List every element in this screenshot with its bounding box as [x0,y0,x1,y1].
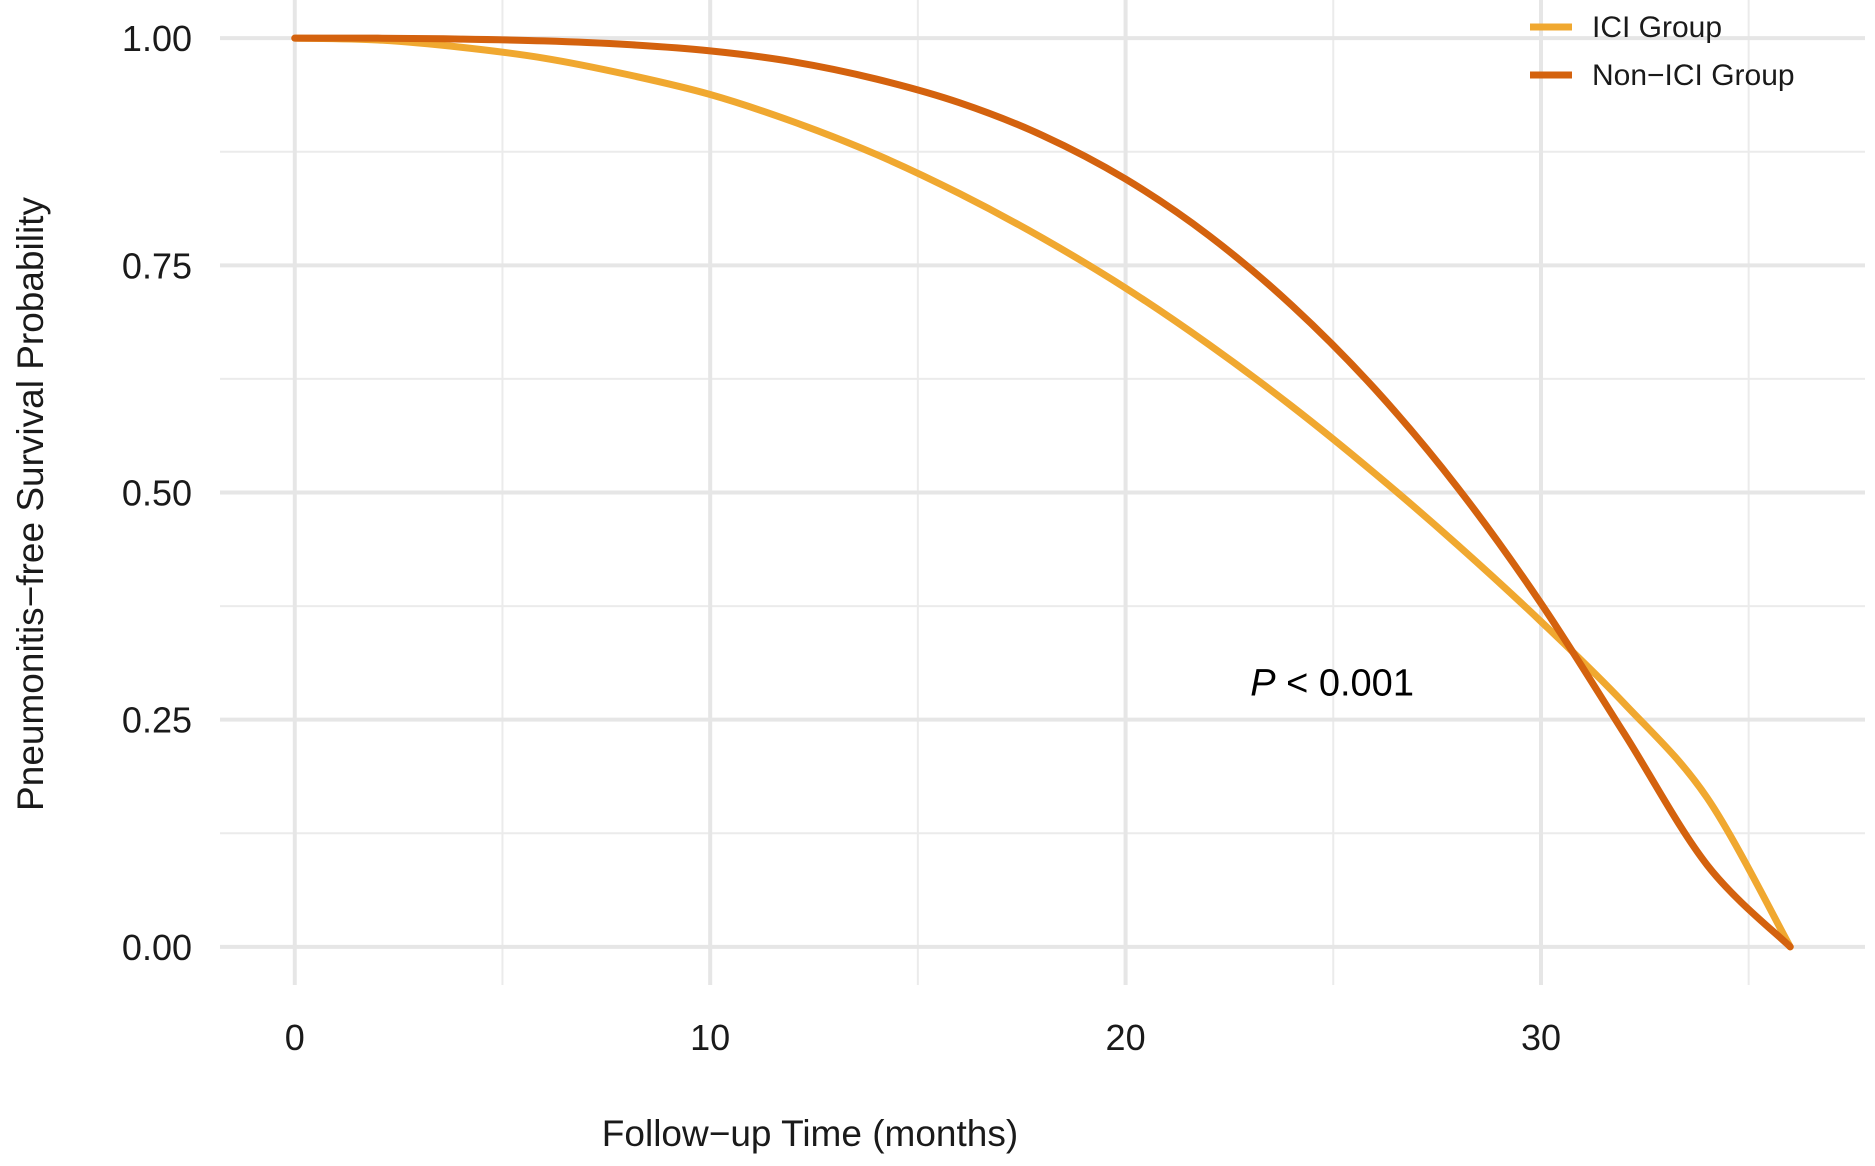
x-axis-ticks: 0 10 20 30 [285,1017,1561,1058]
legend-label: Non−ICI Group [1592,59,1795,92]
major-gridlines [220,0,1865,985]
legend-label: ICI Group [1592,11,1722,44]
y-tick-label: 0.75 [122,245,192,286]
x-axis-title: Follow−up Time (months) [602,1113,1018,1154]
x-tick-label: 0 [285,1017,305,1058]
minor-gridlines [220,0,1865,985]
p-value-annotation: P < 0.001 [1250,662,1414,704]
x-tick-label: 10 [690,1017,730,1058]
legend: ICI Group Non−ICI Group [1530,11,1795,92]
y-tick-label: 0.25 [122,700,192,741]
series-line-non-ici [291,34,1794,951]
series-lines [291,34,1794,951]
p-value-symbol: P [1250,662,1276,704]
p-value-text: < 0.001 [1276,662,1414,704]
x-tick-label: 30 [1521,1017,1561,1058]
y-tick-label: 0.00 [122,927,192,968]
y-tick-label: 0.50 [122,473,192,514]
y-axis-ticks: 0.00 0.25 0.50 0.75 1.00 [122,18,192,968]
y-axis-title: Pneumonitis−free Survival Probability [10,197,51,811]
y-tick-label: 1.00 [122,18,192,59]
x-tick-label: 20 [1106,1017,1146,1058]
